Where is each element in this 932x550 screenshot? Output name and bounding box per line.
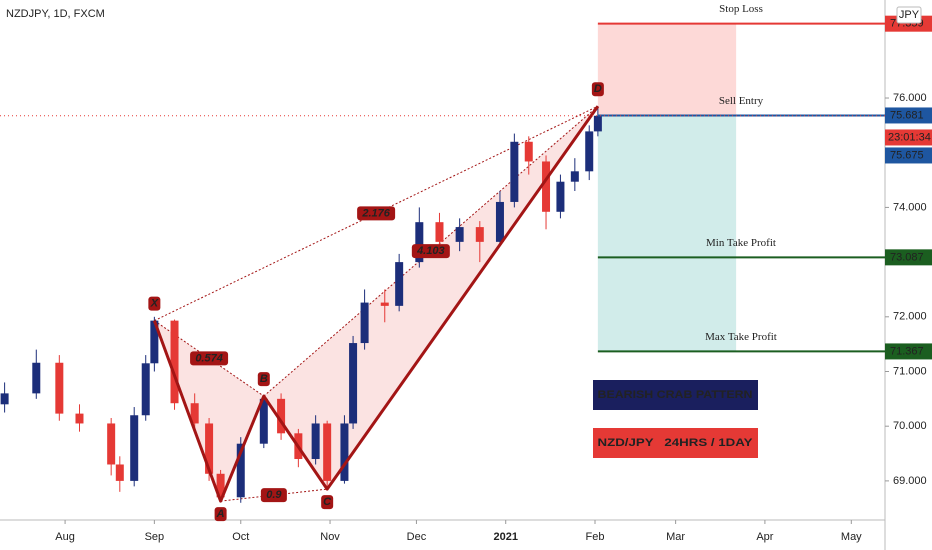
candle-body: [585, 131, 594, 172]
level-name: Max Take Profit: [705, 331, 777, 343]
candle-body: [130, 415, 139, 481]
y-tick-label: 72.000: [893, 311, 927, 323]
candle-body: [277, 398, 286, 434]
candle-body: [349, 343, 358, 424]
last-price: 75.675: [890, 149, 924, 161]
point-label: C: [323, 496, 332, 508]
point-badge: [591, 82, 604, 97]
x-tick-label: Feb: [586, 531, 605, 543]
x-tick-label: Oct: [232, 531, 249, 543]
annotation-text: BEARISH CRAB PATTERN: [598, 389, 753, 401]
level-price: 71.367: [890, 345, 924, 357]
x-tick-label: Dec: [407, 531, 427, 543]
level-name: Stop Loss: [719, 3, 763, 15]
ratio-label: 0.9: [266, 489, 282, 501]
candle-body: [593, 115, 602, 132]
candle-body: [107, 423, 116, 465]
candle-body: [380, 302, 389, 306]
point-badge: [214, 507, 227, 522]
x-tick-label: May: [841, 531, 862, 543]
candle-body: [475, 227, 484, 242]
ratio-badge: [411, 244, 450, 259]
candle-body: [455, 227, 464, 242]
candle-body: [141, 363, 150, 416]
level-price-box: [885, 343, 932, 360]
candle-body: [311, 423, 320, 460]
point-label: B: [260, 373, 268, 385]
candle-body: [236, 443, 245, 498]
ratio-label: 0.574: [195, 352, 223, 364]
candle-body: [259, 398, 268, 444]
level-name: Min Take Profit: [706, 237, 776, 249]
pattern-fill: [154, 320, 264, 502]
annotation-box: [593, 380, 758, 410]
y-tick-label: 70.000: [893, 420, 927, 432]
candle-body: [542, 161, 551, 212]
countdown-box: [885, 129, 932, 146]
annotation-text: NZD/JPY 24HRS / 1DAY: [598, 437, 754, 449]
ratio-label: 4.103: [416, 245, 445, 257]
x-tick-label: Sep: [145, 531, 165, 543]
candle-body: [115, 464, 124, 481]
x-tick-label: Nov: [320, 531, 340, 543]
candle-body: [415, 222, 424, 263]
level-price: 73.087: [890, 251, 924, 263]
candle-body: [570, 171, 579, 182]
candle-body: [190, 403, 199, 424]
x-tick-label: Aug: [55, 531, 75, 543]
candle-body: [495, 201, 504, 242]
point-label: X: [150, 298, 159, 310]
ratio-badge: [260, 488, 287, 503]
candle-body: [556, 181, 565, 212]
candle-body: [510, 141, 519, 202]
point-label: D: [594, 83, 602, 95]
level-name: Sell Entry: [719, 95, 764, 107]
candle-body: [55, 362, 64, 414]
last-price-box: [885, 147, 932, 164]
candle-body: [435, 222, 444, 242]
y-tick-label: 71.000: [893, 365, 927, 377]
y-tick-label: 76.000: [893, 92, 927, 104]
countdown: 23:01:34: [888, 131, 931, 143]
candle-body: [170, 320, 179, 404]
candle-body: [360, 302, 369, 344]
ratio-label: 2.176: [361, 207, 390, 219]
risk-zone: [597, 23, 737, 116]
ratio-badge: [357, 206, 396, 221]
level-price: 75.681: [890, 109, 924, 121]
candle-body: [205, 423, 214, 474]
x-tick-label: Apr: [756, 531, 773, 543]
point-badge: [148, 296, 161, 311]
candle-body: [323, 423, 332, 481]
candle-body: [216, 473, 225, 498]
candle-body: [524, 141, 533, 162]
y-tick-label: 69.000: [893, 475, 927, 487]
candle-body: [32, 362, 41, 394]
point-label: A: [216, 508, 225, 520]
chart-title: NZDJPY, 1D, FXCM: [6, 8, 105, 20]
point-badge: [257, 372, 270, 387]
pattern-line: [152, 105, 600, 503]
level-price-box: [885, 107, 932, 124]
currency: JPY: [899, 9, 920, 21]
candle-body: [75, 413, 84, 424]
y-tick-label: 74.000: [893, 201, 927, 213]
level-price-box: [885, 249, 932, 266]
currency-box: [896, 6, 922, 24]
point-badge: [321, 495, 334, 510]
x-tick-label: Mar: [666, 531, 685, 543]
annotation-box: [593, 428, 758, 458]
ratio-badge: [190, 351, 229, 366]
candle-body: [395, 262, 404, 306]
candle-body: [340, 423, 349, 481]
candle-body: [150, 320, 159, 364]
candle-body: [0, 393, 9, 405]
x-tick-label: 2021: [493, 531, 517, 543]
reward-zone: [597, 115, 737, 352]
